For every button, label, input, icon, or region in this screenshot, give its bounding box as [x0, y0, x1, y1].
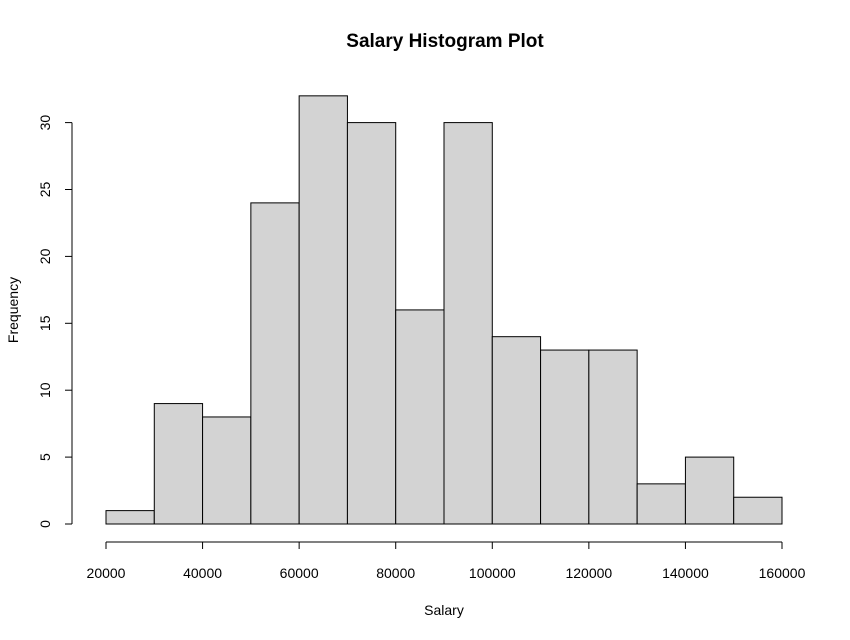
histogram-bar-8: [443, 122, 493, 525]
histogram-bar-14: [733, 496, 783, 525]
x-tick-label-2: 60000: [280, 565, 319, 581]
x-tick-label-1: 40000: [183, 565, 222, 581]
histogram-bar-10: [540, 349, 590, 525]
histogram-bar-12: [636, 483, 686, 525]
x-tick-label-4: 100000: [469, 565, 516, 581]
x-tick-label-7: 160000: [759, 565, 806, 581]
histogram-bar-11: [588, 349, 638, 525]
y-axis: 0 5 10 15 20 25 30: [37, 115, 73, 528]
y-tick-label-3: 15: [37, 315, 53, 331]
x-axis: 20000 40000 60000 80000 100000 120000 140000 16…: [87, 541, 806, 581]
y-tick-label-4: 20: [37, 248, 53, 264]
histogram-bar-3: [202, 416, 252, 525]
y-tick-label-1: 5: [37, 453, 53, 461]
y-tick-label-5: 25: [37, 182, 53, 198]
histogram-bar-2: [153, 403, 204, 525]
chart-title: Salary Histogram Plot: [346, 31, 544, 52]
x-tick-label-6: 140000: [662, 565, 709, 581]
histogram-bar-13: [684, 456, 735, 525]
histogram-bars: [105, 95, 783, 525]
y-tick-label-6: 30: [37, 115, 53, 131]
x-axis-label: Salary: [424, 602, 464, 618]
histogram-bar-4: [250, 202, 300, 525]
y-axis-label: Frequency: [5, 277, 21, 343]
histogram-bar-6: [346, 122, 397, 525]
histogram-bar-5: [298, 95, 348, 525]
y-tick-label-2: 10: [37, 382, 53, 398]
x-tick-label-5: 120000: [565, 565, 612, 581]
histogram-bar-1: [105, 510, 155, 525]
x-tick-label-0: 20000: [87, 565, 126, 581]
histogram-bar-9: [491, 336, 542, 525]
histogram-bar-7: [395, 309, 445, 525]
x-tick-label-3: 80000: [376, 565, 415, 581]
y-tick-label-0: 0: [37, 520, 53, 528]
